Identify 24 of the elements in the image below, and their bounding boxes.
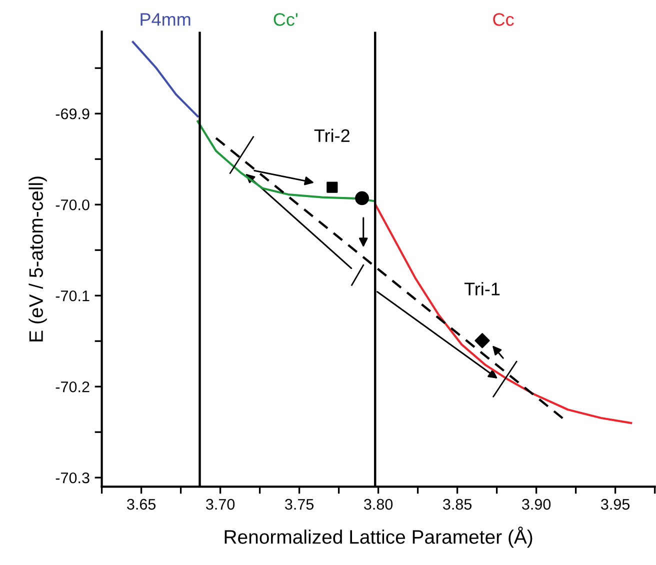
y-tick-label: -70.3 xyxy=(56,472,90,484)
text: Cc xyxy=(493,13,514,26)
point xyxy=(474,333,490,348)
y-tick-label: -70.0 xyxy=(56,199,90,210)
annotation: Tri-1 xyxy=(464,282,500,296)
x-axis-title: Renormalized Lattice Parameter (Å) xyxy=(224,526,532,548)
x-tick-label: 3.75 xyxy=(285,498,314,510)
x-tick-label: 3.90 xyxy=(522,498,551,510)
text: Cc' xyxy=(274,13,298,26)
x-tick-label: 3.85 xyxy=(443,498,472,510)
line-series xyxy=(374,204,632,424)
point xyxy=(326,182,338,193)
y-tick-label: -69.9 xyxy=(56,108,90,120)
point xyxy=(355,191,369,206)
y-tick-label: -70.2 xyxy=(56,381,90,392)
y-tick-label: -70.1 xyxy=(56,290,90,302)
line-series xyxy=(132,40,199,118)
x-tick-label: 3.80 xyxy=(364,498,393,510)
series-label: P4mm xyxy=(140,13,190,26)
x-tick-label: 3.70 xyxy=(206,498,235,510)
x-tick-label: 3.65 xyxy=(127,498,156,510)
y-axis-title: E (eV / 5-atom-cell) xyxy=(28,176,47,342)
x-tick-label: 3.95 xyxy=(601,498,630,510)
annotation: Tri-2 xyxy=(314,128,350,142)
